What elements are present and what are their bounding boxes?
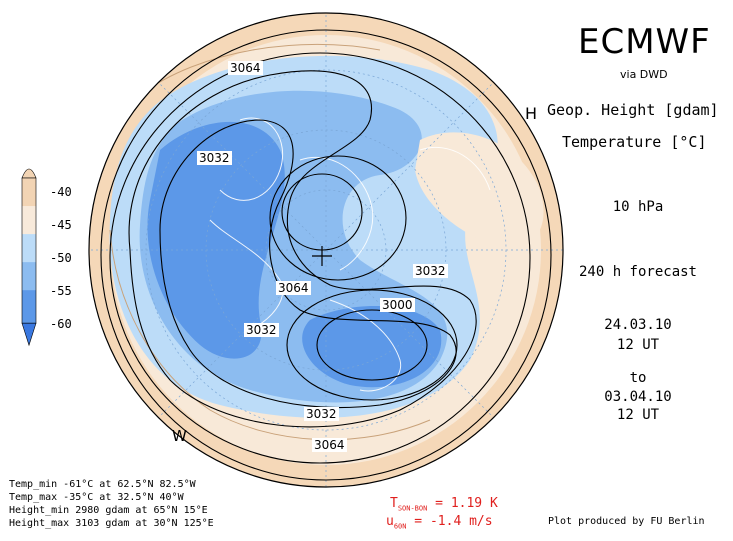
t-value: = 1.19 K	[427, 496, 498, 511]
contour-label-3032-left: 3032	[197, 151, 232, 165]
init-time: 12 UT	[616, 337, 660, 353]
credit-label: Plot produced by FU Berlin	[548, 516, 705, 527]
height-max: Height_max 3103 gdam at 30°N 125°E	[9, 518, 214, 529]
variable-temperature: Temperature [°C]	[562, 133, 707, 151]
height-min: Height_min 2980 gdam at 65°N 15°E	[9, 505, 208, 516]
wind-anomaly: u60N = -1.4 m/s	[386, 514, 493, 531]
contour-label-3032-right: 3032	[413, 264, 448, 278]
t-subscript: SON-BON	[397, 504, 428, 513]
warm-intrusion	[415, 132, 544, 248]
contour-label-3000: 3000	[380, 298, 415, 312]
to-label: to	[629, 370, 647, 386]
t-symbol: T	[390, 496, 398, 511]
colorbar-segment	[22, 178, 36, 211]
contour-label-3064-center: 3064	[276, 281, 311, 295]
forecast-range: 240 h forecast	[578, 264, 697, 280]
variable-geopotential: Geop. Height [gdam]	[547, 101, 719, 119]
u-subscript: 60N	[393, 522, 407, 531]
colorbar-segment	[22, 290, 36, 324]
map-border	[88, 12, 564, 488]
cold-region-core	[147, 121, 285, 359]
colorbar-label: -55	[50, 284, 72, 298]
cold-region-core-2	[302, 306, 442, 388]
colorbar-label: -45	[50, 218, 72, 232]
colorbar	[21, 168, 37, 347]
init-date: 24.03.10	[604, 317, 672, 333]
pressure-level: 10 hPa	[612, 199, 664, 215]
model-title: ECMWF	[578, 22, 711, 62]
source-label: via DWD	[620, 68, 668, 81]
colorbar-frame	[21, 177, 37, 324]
stats-block: Temp_min -61°C at 62.5°N 82.5°W Temp_max…	[9, 478, 214, 530]
valid-time: 12 UT	[616, 407, 660, 423]
high-marker: H	[525, 104, 538, 123]
u-value: = -1.4 m/s	[406, 514, 493, 529]
temperature-anomaly: TSON-BON = 1.19 K	[390, 496, 498, 513]
colorbar-label: -50	[50, 251, 72, 265]
colorbar-segment	[22, 206, 36, 240]
contour-label-3032-bottom: 3032	[304, 407, 339, 421]
colorbar-segment	[22, 234, 36, 268]
colorbar-label: -60	[50, 317, 72, 331]
contour-label-3064-top: 3064	[228, 61, 263, 75]
contour-label-3032-lower: 3032	[244, 323, 279, 337]
temp-min: Temp_min -61°C at 62.5°N 82.5°W	[9, 479, 196, 490]
colorbar-segment	[22, 262, 36, 296]
u-symbol: u	[386, 514, 394, 529]
colorbar-cap-top	[21, 168, 37, 179]
valid-date: 03.04.10	[604, 389, 672, 405]
west-marker: W	[172, 427, 187, 445]
colorbar-label: -40	[50, 185, 72, 199]
contour-label-3064-bottom: 3064	[312, 438, 347, 452]
colorbar-cap-bottom	[21, 322, 37, 347]
temp-max: Temp_max -35°C at 32.5°N 40°W	[9, 492, 184, 503]
